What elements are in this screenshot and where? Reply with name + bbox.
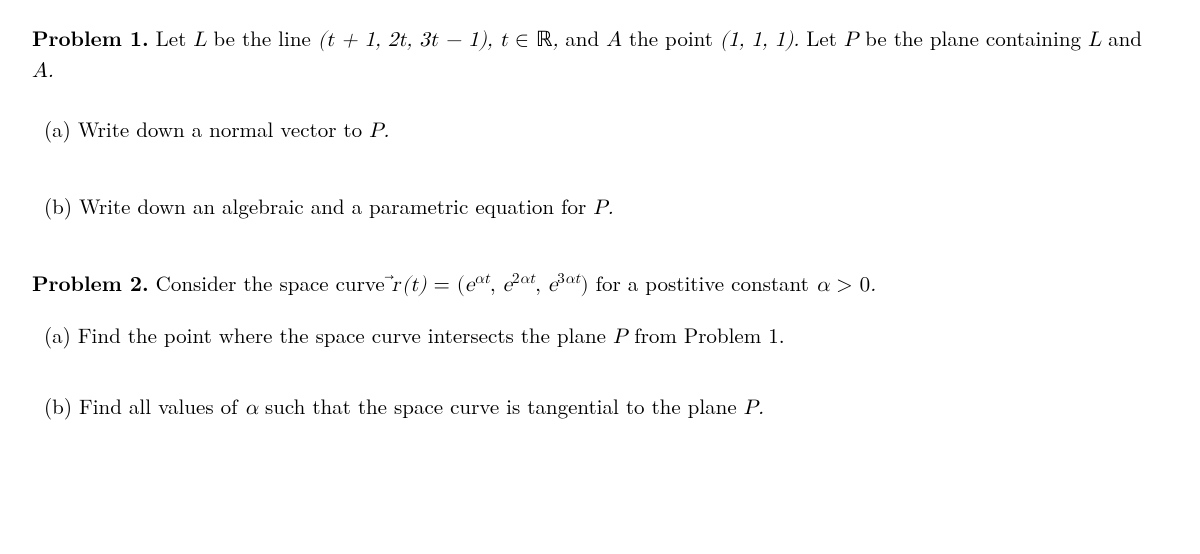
- text: Write down an algebraic and a parametric…: [72, 191, 593, 221]
- part-marker: (b): [44, 191, 72, 221]
- part-marker: (a): [44, 114, 71, 144]
- math-P: P.: [369, 121, 389, 142]
- text: Consider the space curve: [156, 268, 392, 298]
- problem-2-label: Problem 2.: [32, 268, 149, 298]
- math-alpha-cond: α > 0.: [816, 275, 876, 296]
- problem-2-part-b: (b) Find all values of α such that the s…: [44, 392, 1168, 423]
- text: and: [558, 23, 606, 53]
- text: Find the point where the space curve int…: [71, 320, 613, 350]
- problem-1-part-a: (a) Write down a normal vector to P.: [44, 115, 1168, 146]
- problem-1-statement: Problem 1. Let L be the line (t + 1, 2t,…: [32, 24, 1168, 87]
- math-P: P: [844, 30, 858, 51]
- problem-2-statement: Problem 2. Consider the space curve r (t…: [32, 269, 1168, 300]
- text: Find all values of: [72, 391, 245, 421]
- math-L2: L: [1088, 30, 1101, 51]
- math-r: r (t) = (eαt, e2αt, e3αt): [392, 275, 589, 296]
- text: Write down a normal vector to: [71, 114, 369, 144]
- math-A2: A.: [32, 61, 54, 82]
- math-line-expr: (t + 1, 2t, 3t − 1), t ∈ ℝ,: [318, 30, 559, 51]
- math-alpha: α: [245, 398, 258, 419]
- text: and: [1101, 23, 1142, 53]
- math-L: L: [193, 30, 206, 51]
- text: the point: [622, 23, 720, 53]
- math-P: P: [613, 327, 627, 348]
- text: for a postitive constant: [589, 268, 816, 298]
- text: from Problem 1.: [627, 320, 784, 350]
- text: such that the space curve is tangential …: [258, 391, 744, 421]
- text: Let: [156, 23, 194, 53]
- math-A: A: [606, 30, 622, 51]
- part-marker: (a): [44, 320, 71, 350]
- math-P: P.: [593, 198, 613, 219]
- problem-1-label: Problem 1.: [32, 23, 149, 53]
- text: be the plane containing: [858, 23, 1088, 53]
- problem-1-part-b: (b) Write down an algebraic and a parame…: [44, 192, 1168, 223]
- problem-2-part-a: (a) Find the point where the space curve…: [44, 321, 1168, 352]
- math-point: (1, 1, 1).: [720, 30, 799, 51]
- part-marker: (b): [44, 391, 72, 421]
- text: Let: [799, 23, 844, 53]
- math-P: P.: [744, 398, 764, 419]
- text: be the line: [206, 23, 317, 53]
